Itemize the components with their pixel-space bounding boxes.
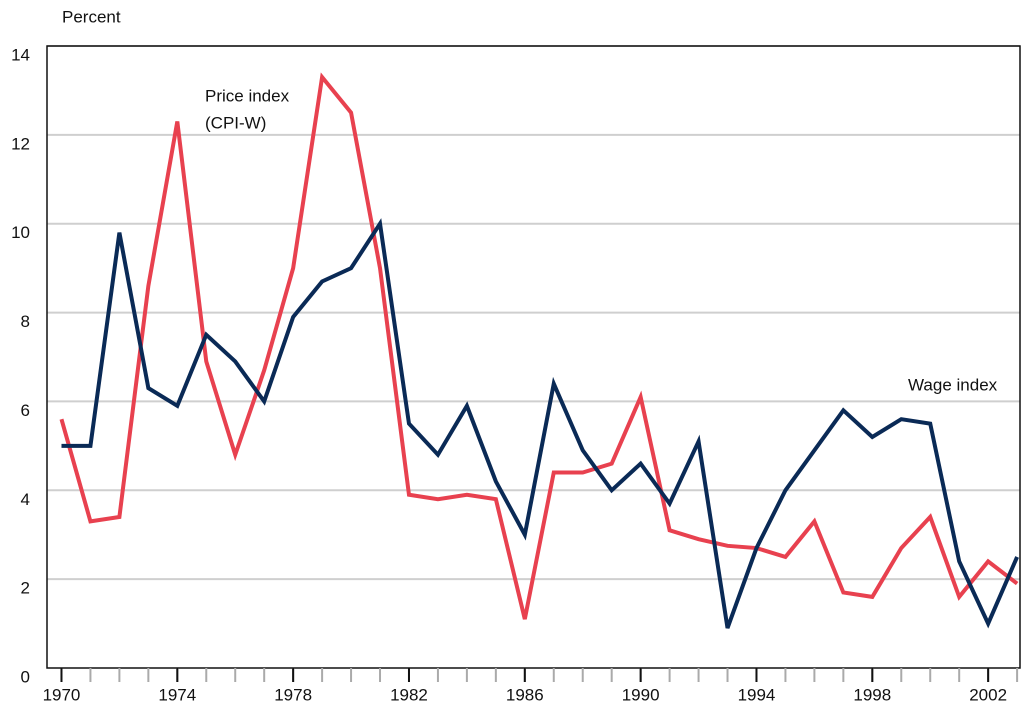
annotation: Price index xyxy=(205,86,290,105)
x-tick-label: 1982 xyxy=(390,685,428,704)
y-tick-label: 4 xyxy=(21,490,30,509)
y-tick-label: 8 xyxy=(21,312,30,331)
annotation: (CPI-W) xyxy=(205,113,266,132)
x-tick-label: 1974 xyxy=(158,685,196,704)
x-tick-label: 1970 xyxy=(43,685,81,704)
series-line xyxy=(59,72,1019,620)
series-line xyxy=(61,218,1019,629)
y-tick-label: 6 xyxy=(21,401,30,420)
x-tick-label: 1994 xyxy=(738,685,776,704)
x-tick-label: 2002 xyxy=(969,685,1007,704)
plot-frame xyxy=(46,45,1021,669)
x-tick-label: 1998 xyxy=(853,685,891,704)
y-tick-label: 2 xyxy=(21,579,30,598)
annotation: Wage index xyxy=(908,375,998,394)
y-tick-label: 12 xyxy=(11,134,30,153)
x-tick-label: 1986 xyxy=(506,685,544,704)
y-tick-label: 10 xyxy=(11,223,30,242)
y-axis-label: Percent xyxy=(62,7,121,26)
y-tick-label: 14 xyxy=(11,45,30,64)
x-tick-label: 1978 xyxy=(274,685,312,704)
x-tick-label: 1990 xyxy=(622,685,660,704)
y-tick-label: 0 xyxy=(21,667,30,686)
